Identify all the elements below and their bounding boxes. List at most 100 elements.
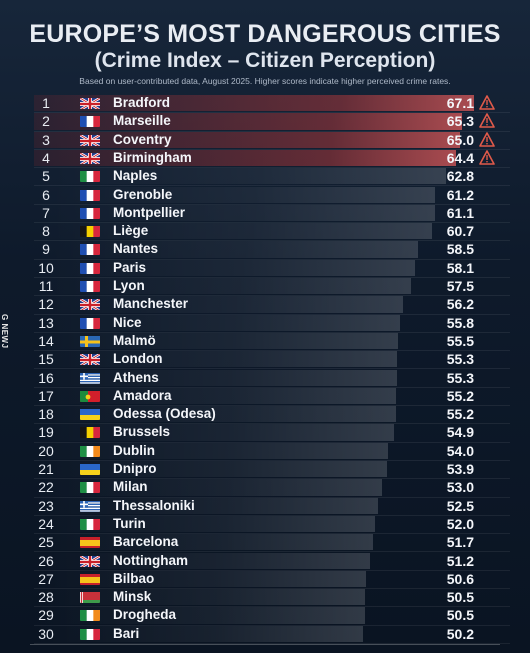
score-label: 64.4 — [446, 149, 474, 166]
rank-label: 13 — [38, 314, 54, 331]
flag-fr-icon — [80, 115, 100, 128]
table-row: 27 Bilbao 50.6 — [34, 570, 510, 590]
city-label: Nottingham — [113, 552, 188, 568]
table-row: 9 Nantes 58.5 — [34, 240, 510, 260]
city-label: Nice — [113, 314, 142, 330]
rank-label: 8 — [42, 223, 50, 240]
score-label: 50.2 — [446, 625, 474, 642]
score-label: 55.8 — [446, 314, 474, 331]
flag-by-icon — [80, 591, 100, 604]
score-bar — [34, 387, 396, 405]
rank-label: 11 — [38, 278, 54, 294]
city-label: Turin — [113, 515, 146, 531]
flag-uk-icon — [80, 554, 100, 567]
score-label: 52.5 — [446, 497, 474, 514]
rank-label: 23 — [38, 497, 54, 514]
rank-label: 29 — [38, 607, 54, 624]
score-label: 58.1 — [446, 259, 474, 276]
score-bar — [34, 259, 415, 276]
city-label: Drogheda — [113, 607, 177, 623]
flag-fr-icon — [80, 207, 100, 219]
rank-label: 28 — [38, 589, 54, 606]
score-bar — [34, 168, 446, 185]
flag-uk-icon — [80, 97, 100, 109]
city-label: Coventry — [113, 131, 172, 147]
table-row: 3 Coventry 65.0 — [34, 131, 510, 150]
table-row: 10 Paris 58.1 — [34, 259, 510, 278]
score-bar — [34, 149, 457, 167]
flag-it-icon — [80, 628, 100, 640]
city-label: Bradford — [113, 95, 170, 110]
table-row: 23 Thessaloniki 52.5 — [34, 497, 510, 516]
city-label: Brussels — [113, 424, 171, 440]
score-bar — [34, 241, 418, 258]
rank-label: 7 — [42, 204, 50, 221]
flag-uk-icon — [80, 133, 100, 146]
table-row: 26 Nottingham 51.2 — [34, 552, 510, 571]
flag-es-icon — [80, 573, 100, 585]
flag-ie-icon — [80, 445, 100, 457]
table-row: 7 Montpellier 61.1 — [34, 204, 510, 224]
flag-es-icon — [80, 536, 100, 549]
rank-label: 5 — [42, 168, 50, 185]
score-bar — [34, 131, 461, 148]
warning-icon — [479, 113, 495, 129]
rank-label: 3 — [42, 131, 50, 148]
city-label: Dublin — [113, 442, 155, 458]
table-row: 21 Dnipro 53.9 — [34, 460, 510, 480]
score-bar — [34, 369, 397, 386]
flag-fr-icon — [80, 262, 100, 274]
city-label: Montpellier — [113, 204, 186, 220]
rank-label: 30 — [38, 625, 54, 642]
rank-label: 18 — [38, 406, 54, 423]
table-row: 20 Dublin 54.0 — [34, 442, 510, 461]
table-row: 16 Athens 55.3 — [34, 369, 510, 388]
rank-label: 16 — [38, 369, 54, 386]
flag-fr-icon — [80, 280, 100, 292]
score-bar — [34, 332, 398, 350]
flag-uk-icon — [80, 298, 100, 311]
rank-label: 27 — [38, 570, 54, 587]
score-label: 51.7 — [446, 534, 474, 551]
rank-label: 24 — [38, 515, 54, 532]
score-label: 56.2 — [446, 296, 474, 313]
score-label: 58.5 — [446, 241, 474, 258]
rank-label: 17 — [38, 387, 54, 404]
table-row: 18 Odessa (Odesa) 55.2 — [34, 405, 510, 425]
rank-label: 20 — [38, 442, 54, 459]
rank-label: 2 — [42, 113, 50, 130]
flag-fr-icon — [80, 189, 100, 201]
score-label: 53.0 — [446, 479, 474, 496]
table-row: 8 Liège 60.7 — [34, 222, 510, 242]
score-bar — [34, 461, 388, 478]
score-bar — [34, 424, 394, 441]
score-label: 65.0 — [446, 131, 474, 148]
score-label: 61.2 — [446, 186, 474, 203]
score-label: 65.3 — [446, 113, 474, 130]
flag-be-icon — [80, 426, 100, 439]
city-label: Lyon — [113, 278, 145, 293]
score-label: 50.5 — [446, 589, 474, 606]
score-label: 67.1 — [446, 95, 474, 111]
table-row: 19 Brussels 54.9 — [34, 423, 510, 443]
table-row: 14 Malmö 55.5 — [34, 332, 510, 352]
table-row: 28 Minsk 50.5 — [34, 588, 510, 608]
score-label: 55.3 — [446, 351, 474, 368]
chart-subtitle: (Crime Index – Citizen Perception) — [94, 49, 436, 72]
city-label: Birmingham — [113, 149, 192, 165]
score-bar — [34, 186, 436, 203]
flag-it-icon — [80, 481, 100, 494]
table-row: 29 Drogheda 50.5 — [34, 606, 510, 626]
score-label: 51.2 — [446, 552, 474, 569]
table-row: 6 Grenoble 61.2 — [34, 186, 510, 205]
rank-label: 1 — [42, 95, 50, 111]
warning-icon — [479, 95, 495, 110]
score-bar — [34, 204, 435, 222]
rank-label: 25 — [38, 534, 54, 551]
score-label: 62.8 — [446, 168, 474, 185]
flag-gr-icon — [80, 372, 100, 384]
score-label: 61.1 — [446, 204, 474, 221]
score-label: 55.3 — [446, 369, 474, 386]
table-row: 25 Barcelona 51.7 — [34, 533, 510, 553]
rank-label: 15 — [38, 351, 54, 368]
